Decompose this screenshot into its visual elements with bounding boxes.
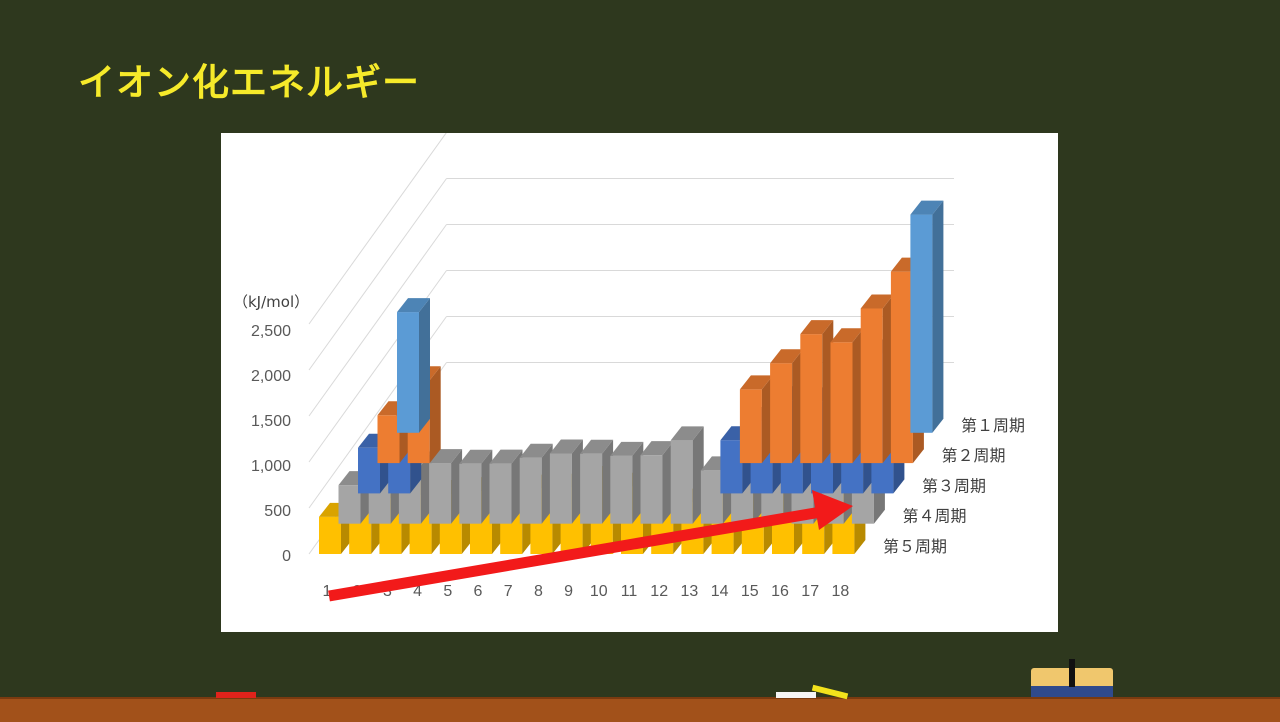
bar-side <box>419 298 430 433</box>
bar-top <box>910 200 944 215</box>
bar-chart-3d: 05001,0001,5002,0002,500（kJ/mol）12345678… <box>233 133 1025 602</box>
bar <box>338 485 361 524</box>
bar <box>358 447 380 494</box>
bar <box>720 440 743 494</box>
y-tick-label: 1,500 <box>251 413 291 430</box>
bar <box>770 363 793 464</box>
y-tick-label: 2,000 <box>251 368 291 385</box>
x-tick-label: 17 <box>801 583 819 600</box>
series-label: 第４周期 <box>903 507 967 526</box>
y-tick-label: 2,500 <box>251 323 291 340</box>
bar-top <box>519 443 553 458</box>
x-tick-label: 16 <box>771 583 789 600</box>
x-tick-label: 7 <box>504 583 513 600</box>
bar <box>860 308 883 464</box>
bar-top <box>397 298 430 313</box>
bar <box>377 415 400 464</box>
bar-top <box>580 439 614 454</box>
x-tick-label: 15 <box>741 583 759 600</box>
bar <box>670 440 693 524</box>
bar-side <box>429 366 441 464</box>
bar <box>910 214 933 433</box>
bar <box>319 516 341 554</box>
page-title: イオン化エネルギー <box>78 61 420 104</box>
white-chalk <box>776 692 816 698</box>
bar <box>700 470 723 524</box>
eraser-icon <box>1031 659 1113 697</box>
bar <box>397 312 419 433</box>
bar <box>489 463 512 524</box>
bar-top <box>459 449 493 464</box>
chart-panel: 05001,0001,5002,0002,500（kJ/mol）12345678… <box>221 133 1058 632</box>
bar <box>580 453 603 524</box>
bar <box>459 463 482 524</box>
x-tick-label: 11 <box>621 583 638 600</box>
bar <box>549 453 572 524</box>
red-chalk <box>216 692 256 698</box>
bar-top <box>670 426 704 441</box>
chalk-tray <box>0 697 1280 722</box>
bar-top <box>549 439 583 454</box>
x-tick-label: 8 <box>534 583 543 600</box>
bar-top <box>860 294 894 309</box>
bar-top <box>489 449 523 464</box>
series-label: 第５周期 <box>883 537 947 556</box>
x-tick-label: 14 <box>711 583 729 600</box>
series-label: 第１周期 <box>961 416 1025 435</box>
bar <box>640 455 663 524</box>
bar <box>429 463 452 524</box>
bar <box>800 334 823 464</box>
gridline-side <box>308 133 447 325</box>
bar <box>739 389 762 464</box>
bar-top <box>770 349 804 364</box>
bar <box>890 271 913 464</box>
x-tick-label: 18 <box>832 583 850 600</box>
x-tick-label: 10 <box>590 583 608 600</box>
bar-top <box>830 328 864 343</box>
bar-top <box>610 441 644 456</box>
x-tick-label: 5 <box>443 583 452 600</box>
gridline-side <box>308 224 447 417</box>
y-tick-label: 0 <box>282 548 291 565</box>
bar-side <box>932 200 944 433</box>
bar <box>610 455 633 524</box>
trend-arrow-head <box>812 490 853 530</box>
bar-top <box>739 375 773 390</box>
y-tick-label: 1,000 <box>251 458 291 475</box>
x-tick-label: 4 <box>413 583 422 600</box>
x-tick-label: 6 <box>474 583 483 600</box>
bar-top <box>640 441 674 456</box>
x-tick-label: 13 <box>681 583 699 600</box>
unit-label: （kJ/mol） <box>233 293 309 311</box>
trend-arrow-shaft <box>328 506 822 602</box>
x-tick-label: 12 <box>650 583 668 600</box>
bar <box>830 342 853 464</box>
y-tick-label: 500 <box>264 503 291 520</box>
gridline-side <box>308 178 447 371</box>
series-label: 第２周期 <box>942 446 1006 465</box>
x-tick-label: 1 <box>323 583 332 600</box>
bar-top <box>800 320 834 335</box>
x-tick-label: 9 <box>564 583 573 600</box>
series-label: 第３周期 <box>922 476 986 495</box>
bar <box>519 457 542 524</box>
